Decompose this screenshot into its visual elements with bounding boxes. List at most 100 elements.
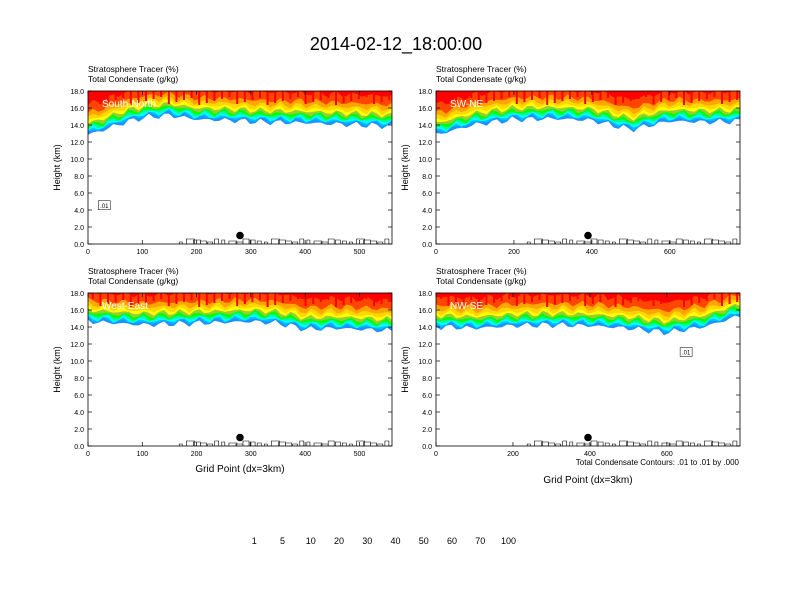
tracer-streak <box>388 293 391 302</box>
tracer-streak <box>576 293 579 299</box>
tracer-streak <box>114 293 117 302</box>
tracer-streak <box>297 293 299 299</box>
tracer-streak <box>152 293 155 301</box>
panel-title-line1: Stratosphere Tracer (%) <box>88 266 179 276</box>
y-tick-label: 4.0 <box>422 208 432 215</box>
y-tick-label: 14.0 <box>70 325 84 332</box>
tracer-streak <box>266 293 269 307</box>
tracer-streak <box>205 91 208 103</box>
tracer-streak <box>91 91 94 97</box>
tracer-streak <box>721 293 723 306</box>
panel-title-line2: Total Condensate (g/kg) <box>436 74 526 84</box>
tracer-streak <box>667 293 670 302</box>
tracer-streak <box>698 293 701 303</box>
tracer-streak <box>205 293 208 305</box>
tracer-streak <box>297 91 299 97</box>
figure-title: 2014-02-12_18:00:00 <box>310 34 482 55</box>
tracer-streak <box>569 293 571 301</box>
x-tick-label: 100 <box>136 249 148 256</box>
tracer-streak <box>439 293 442 299</box>
tracer-streak <box>137 91 140 103</box>
y-tick-label: 0.0 <box>422 444 432 451</box>
tracer-field <box>88 91 392 135</box>
y-tick-label: 8.0 <box>74 376 84 383</box>
tracer-streak <box>645 91 647 97</box>
tracer-streak <box>614 91 617 105</box>
tracer-streak <box>728 293 731 304</box>
x-tick-label: 400 <box>299 451 311 458</box>
y-tick-label: 0.0 <box>74 242 84 249</box>
panel-west-east: 0 100 200 300 400 500 0.0 2.0 4.0 6.0 8.0 10.0 12.0 1… <box>52 266 393 475</box>
y-tick-label: 10.0 <box>418 359 432 366</box>
y-tick-label: 0.0 <box>422 242 432 249</box>
panel-label: SW-NE <box>450 99 483 110</box>
y-tick-label: 2.0 <box>422 225 432 232</box>
tracer-streak <box>622 293 625 305</box>
tracer-streak <box>129 293 132 307</box>
tracer-streak <box>365 91 368 97</box>
surface-contour <box>526 440 738 446</box>
tracer-streak <box>728 91 731 102</box>
tracer-streak <box>388 91 391 100</box>
tracer-streak <box>561 293 564 303</box>
tracer-streak <box>99 91 102 104</box>
y-tick-label: 16.0 <box>70 308 84 315</box>
tracer-streak <box>380 293 383 304</box>
tracer-band <box>88 91 392 106</box>
tracer-field <box>88 293 392 333</box>
location-marker <box>584 231 592 240</box>
tracer-streak <box>652 91 655 104</box>
y-tick-label: 6.0 <box>74 191 84 198</box>
tracer-streak <box>335 91 337 105</box>
x-tick-label: 300 <box>245 451 257 458</box>
tracer-streak <box>236 91 239 104</box>
x-tick-label: 200 <box>191 249 203 256</box>
tracer-streak <box>175 293 178 304</box>
tracer-streak <box>713 293 716 299</box>
y-tick-label: 18.0 <box>70 89 84 96</box>
x-tick-label: 0 <box>434 451 438 458</box>
x-tick-label: 400 <box>299 249 311 256</box>
tracer-streak <box>470 91 473 98</box>
y-tick-label: 6.0 <box>422 393 432 400</box>
y-tick-label: 8.0 <box>74 174 84 181</box>
y-tick-label: 10.0 <box>418 157 432 164</box>
y-tick-label: 16.0 <box>70 106 84 113</box>
surface-contour <box>178 440 390 446</box>
tracer-band <box>436 91 740 114</box>
tracer-streak <box>614 293 617 307</box>
tracer-streak <box>531 293 533 302</box>
tracer-streak <box>152 91 155 99</box>
y-tick-label: 2.0 <box>74 225 84 232</box>
tracer-streak <box>175 91 178 102</box>
y-axis-label: Height (km) <box>52 346 62 393</box>
tracer-streak <box>160 293 163 299</box>
x-axis-label: Grid Point (dx=3km) <box>195 464 284 475</box>
colorbar-label: 60 <box>447 536 457 546</box>
panel-title-line1: Stratosphere Tracer (%) <box>88 64 179 74</box>
y-tick-label: 4.0 <box>422 410 432 417</box>
panel-title-line2: Total Condensate (g/kg) <box>436 276 526 286</box>
location-marker <box>236 231 244 240</box>
colorbar-label: 1 <box>252 536 257 546</box>
tracer-streak <box>584 293 587 306</box>
tracer-streak <box>251 293 254 302</box>
tracer-streak <box>599 91 602 100</box>
colorbar-label: 40 <box>390 536 400 546</box>
plot-frame <box>435 292 741 447</box>
tracer-streak <box>342 293 345 305</box>
tracer-streak <box>274 293 277 305</box>
tracer-streak <box>350 293 353 303</box>
colorbar-label: 100 <box>501 536 516 546</box>
surface-contour <box>178 238 390 244</box>
tracer-streak <box>304 91 307 104</box>
tracer-streak <box>342 91 345 103</box>
x-tick-label: 600 <box>661 451 673 458</box>
colorbar-label: 5 <box>280 536 285 546</box>
tracer-streak <box>500 91 503 99</box>
x-axis-label: Grid Point (dx=3km) <box>543 475 632 486</box>
tracer-streak <box>455 293 457 304</box>
tracer-streak <box>508 91 511 97</box>
tracer-streak <box>447 293 450 306</box>
tracer-streak <box>690 91 693 103</box>
